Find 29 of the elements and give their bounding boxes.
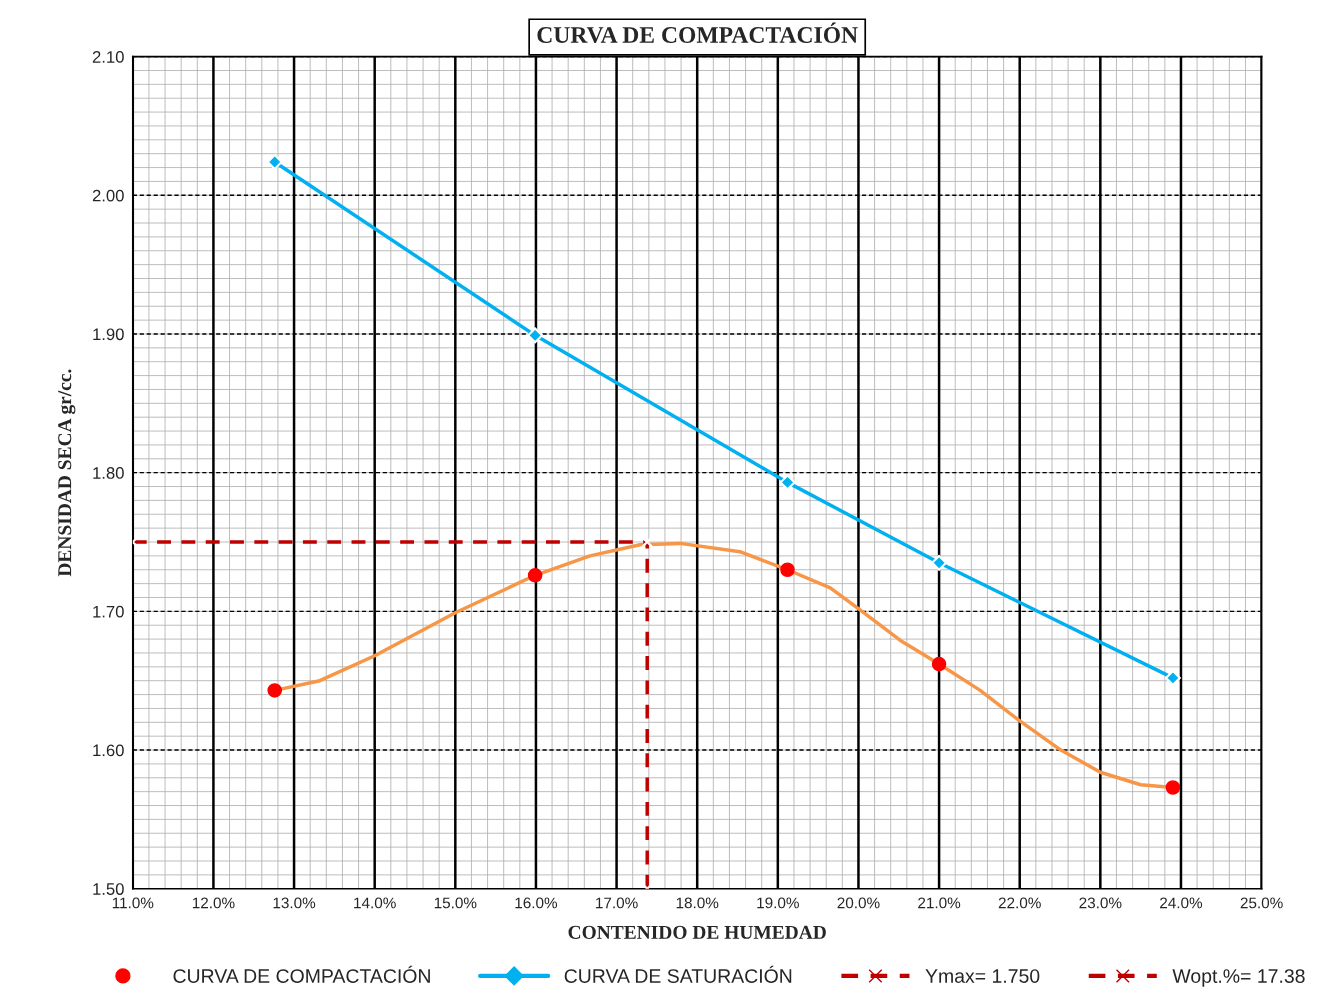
legend-label: Wopt.%= 17.38: [1172, 969, 1305, 987]
x-tick-label: 14.0%: [354, 897, 396, 909]
legend-label: CURVA DE COMPACTACIÓN: [173, 965, 430, 983]
y-tick-label: 1.70: [93, 605, 124, 618]
y-tick-label: 1.50: [93, 883, 124, 895]
x-tick-label: 15.0%: [434, 897, 477, 909]
legend-label: Ymax= 1.750: [925, 969, 1040, 983]
x-tick-label: 23.0%: [1079, 897, 1122, 909]
y-tick-label: 2.10: [92, 51, 124, 63]
x-tick-label: 16.0%: [515, 897, 558, 909]
x-tick-label: 11.0%: [112, 897, 154, 909]
y-tick-label: 1.90: [93, 328, 124, 341]
x-tick-label: 22.0%: [998, 897, 1041, 909]
x-tick-label: 25.0%: [1240, 897, 1283, 909]
x-tick-label: 19.0%: [757, 897, 799, 909]
x-tick-label: 24.0%: [1160, 897, 1203, 909]
x-tick-label: 18.0%: [676, 897, 719, 909]
x-tick-label: 17.0%: [596, 897, 638, 909]
y-tick-label: 1.60: [93, 744, 124, 757]
x-tick-label: 12.0%: [192, 897, 235, 909]
legend-label: CURVA DE SATURACIÓN: [564, 965, 792, 983]
x-axis-title: CONTENIDO DE HUMEDAD: [568, 925, 826, 939]
x-tick-label: 20.0%: [837, 897, 880, 909]
x-tick-label: 13.0%: [273, 897, 316, 909]
y-tick-label: 2.00: [92, 189, 124, 202]
y-tick-label: 1.80: [93, 467, 124, 479]
x-tick-label: 21.0%: [918, 897, 961, 909]
chart-title: CURVA DE COMPACTACIÓN: [537, 22, 858, 44]
y-axis-title: DENSIDAD SECA gr/cc.: [58, 369, 76, 577]
